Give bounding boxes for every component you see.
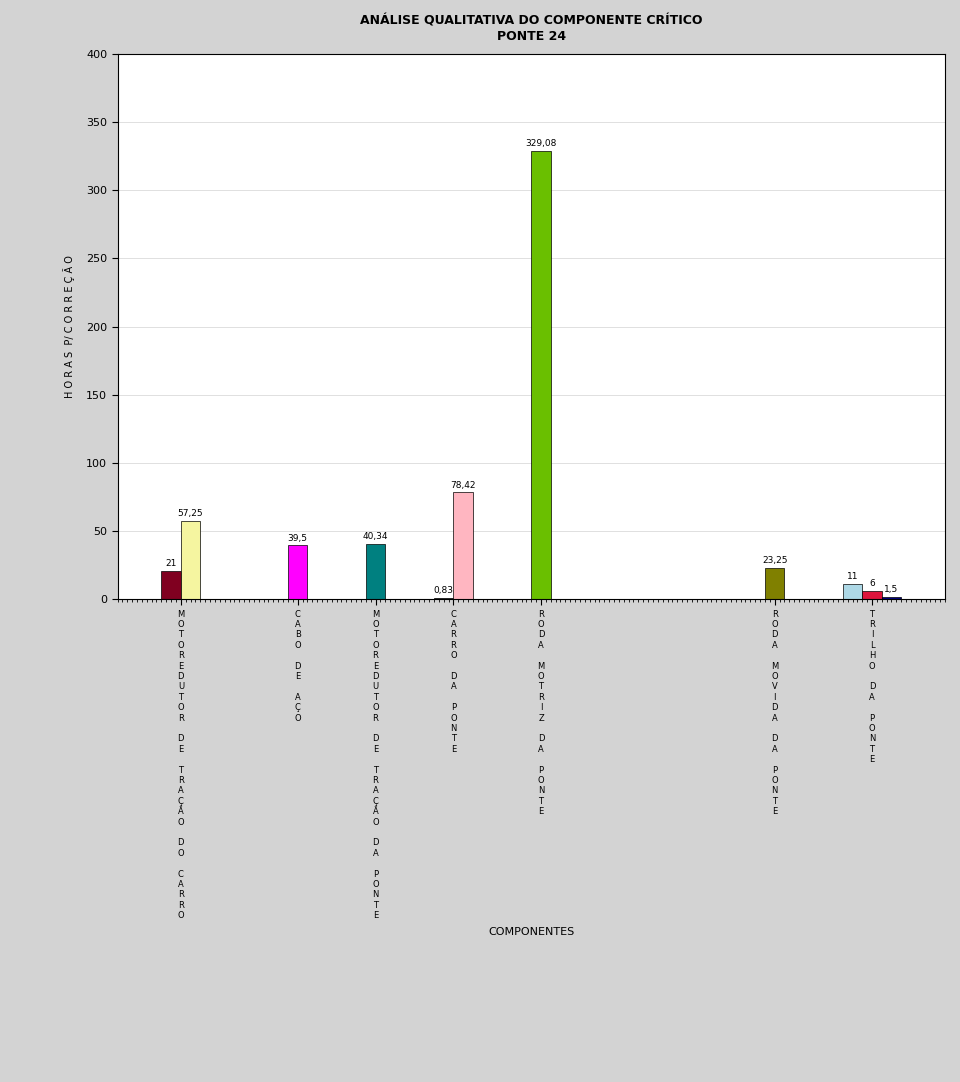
Bar — [180, 522, 201, 599]
Text: 39,5: 39,5 — [288, 533, 307, 542]
Bar — [288, 545, 307, 599]
Text: 23,25: 23,25 — [762, 556, 787, 565]
Text: 78,42: 78,42 — [450, 480, 476, 489]
Text: 57,25: 57,25 — [178, 510, 204, 518]
Text: 0,83: 0,83 — [434, 586, 454, 595]
Text: 6: 6 — [869, 579, 875, 589]
Text: 21: 21 — [165, 558, 177, 568]
Text: 11: 11 — [847, 572, 858, 581]
Bar — [453, 492, 473, 599]
Text: 329,08: 329,08 — [525, 138, 557, 148]
Bar — [843, 584, 862, 599]
Bar — [366, 544, 385, 599]
Y-axis label: H O R A S  P/ C O R R E Ç Ã O: H O R A S P/ C O R R E Ç Ã O — [63, 255, 75, 398]
X-axis label: COMPONENTES: COMPONENTES — [488, 927, 574, 937]
Text: 40,34: 40,34 — [363, 532, 388, 541]
Bar — [862, 591, 881, 599]
Bar — [161, 570, 180, 599]
Bar — [881, 597, 901, 599]
Bar — [434, 598, 453, 599]
Bar — [765, 567, 784, 599]
Text: 1,5: 1,5 — [884, 585, 899, 594]
Bar — [531, 150, 551, 599]
Title: ANÁLISE QUALITATIVA DO COMPONENTE CRÍTICO
PONTE 24: ANÁLISE QUALITATIVA DO COMPONENTE CRÍTIC… — [360, 15, 703, 43]
